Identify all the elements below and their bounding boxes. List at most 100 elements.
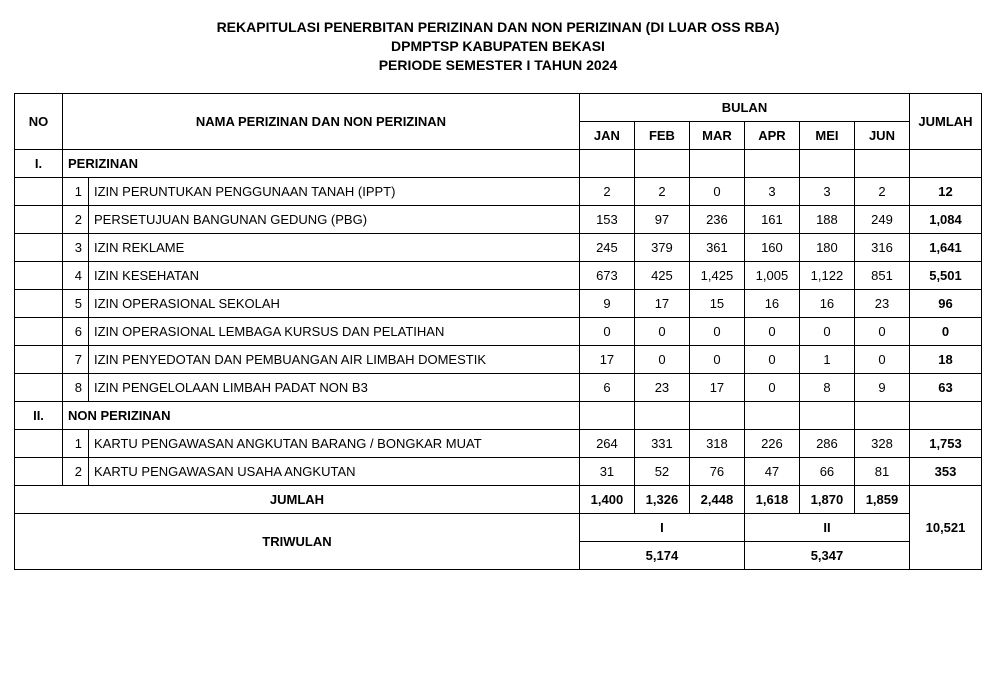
table-row: 6IZIN OPERASIONAL LEMBAGA KURSUS DAN PEL… (15, 317, 982, 345)
cell-value: 17 (689, 373, 744, 401)
cell-value: 0 (689, 317, 744, 345)
cell-value: 23 (634, 373, 689, 401)
cell-value: 851 (854, 261, 909, 289)
report-title: REKAPITULASI PENERBITAN PERIZINAN DAN NO… (14, 18, 982, 75)
cell-value: 47 (744, 457, 799, 485)
row-name: IZIN PENGELOLAAN LIMBAH PADAT NON B3 (89, 373, 580, 401)
cell-value: 1,005 (744, 261, 799, 289)
row-index: 8 (63, 373, 89, 401)
cell-value: 0 (744, 345, 799, 373)
cell-empty (799, 401, 854, 429)
cell-value: 76 (689, 457, 744, 485)
cell-value: 81 (854, 457, 909, 485)
cell-blank (15, 373, 63, 401)
triwulan-q1-value: 5,174 (579, 541, 744, 569)
th-name: NAMA PERIZINAN DAN NON PERIZINAN (63, 93, 580, 149)
cell-value: 9 (854, 373, 909, 401)
table-row: 1IZIN PERUNTUKAN PENGGUNAAN TANAH (IPPT)… (15, 177, 982, 205)
section-no: II. (15, 401, 63, 429)
cell-empty (579, 149, 634, 177)
cell-value: 0 (854, 345, 909, 373)
cell-value: 0 (689, 177, 744, 205)
table-row: 4IZIN KESEHATAN6734251,4251,0051,1228515… (15, 261, 982, 289)
row-total: 12 (910, 177, 982, 205)
cell-value: 15 (689, 289, 744, 317)
cell-value: 236 (689, 205, 744, 233)
cell-blank (15, 205, 63, 233)
th-no: NO (15, 93, 63, 149)
cell-empty (799, 149, 854, 177)
cell-empty (910, 401, 982, 429)
section-label: NON PERIZINAN (63, 401, 580, 429)
cell-value: 153 (579, 205, 634, 233)
table-row: 8IZIN PENGELOLAAN LIMBAH PADAT NON B3623… (15, 373, 982, 401)
th-bulan: BULAN (579, 93, 909, 121)
cell-empty (910, 149, 982, 177)
cell-value: 6 (579, 373, 634, 401)
cell-blank (15, 429, 63, 457)
sum-month: 1,870 (799, 485, 854, 513)
triwulan-q2-label: II (744, 513, 909, 541)
cell-value: 379 (634, 233, 689, 261)
cell-blank (15, 289, 63, 317)
cell-value: 0 (744, 317, 799, 345)
row-name: KARTU PENGAWASAN USAHA ANGKUTAN (89, 457, 580, 485)
row-total: 18 (910, 345, 982, 373)
cell-value: 161 (744, 205, 799, 233)
triwulan-q1-label: I (579, 513, 744, 541)
cell-value: 0 (634, 345, 689, 373)
cell-value: 188 (799, 205, 854, 233)
cell-value: 245 (579, 233, 634, 261)
table-row: 1KARTU PENGAWASAN ANGKUTAN BARANG / BONG… (15, 429, 982, 457)
sum-month: 1,326 (634, 485, 689, 513)
row-total: 0 (910, 317, 982, 345)
row-name: IZIN OPERASIONAL LEMBAGA KURSUS DAN PELA… (89, 317, 580, 345)
cell-value: 2 (579, 177, 634, 205)
row-index: 1 (63, 429, 89, 457)
cell-value: 52 (634, 457, 689, 485)
section-label: PERIZINAN (63, 149, 580, 177)
row-index: 7 (63, 345, 89, 373)
cell-empty (689, 149, 744, 177)
cell-value: 226 (744, 429, 799, 457)
cell-value: 328 (854, 429, 909, 457)
cell-value: 97 (634, 205, 689, 233)
cell-empty (579, 401, 634, 429)
cell-blank (15, 317, 63, 345)
table-row: 7IZIN PENYEDOTAN DAN PEMBUANGAN AIR LIMB… (15, 345, 982, 373)
cell-value: 1 (799, 345, 854, 373)
cell-value: 0 (799, 317, 854, 345)
cell-value: 31 (579, 457, 634, 485)
cell-value: 673 (579, 261, 634, 289)
cell-blank (15, 345, 63, 373)
th-feb: FEB (634, 121, 689, 149)
row-name: PERSETUJUAN BANGUNAN GEDUNG (PBG) (89, 205, 580, 233)
cell-value: 1,122 (799, 261, 854, 289)
cell-value: 180 (799, 233, 854, 261)
row-name: IZIN PENYEDOTAN DAN PEMBUANGAN AIR LIMBA… (89, 345, 580, 373)
row-name: IZIN REKLAME (89, 233, 580, 261)
cell-value: 425 (634, 261, 689, 289)
th-mei: MEI (799, 121, 854, 149)
sum-label: JUMLAH (15, 485, 580, 513)
cell-value: 249 (854, 205, 909, 233)
th-apr: APR (744, 121, 799, 149)
row-index: 2 (63, 457, 89, 485)
cell-empty (854, 401, 909, 429)
sum-month: 1,618 (744, 485, 799, 513)
cell-empty (854, 149, 909, 177)
table-row: 2KARTU PENGAWASAN USAHA ANGKUTAN31527647… (15, 457, 982, 485)
row-total: 5,501 (910, 261, 982, 289)
title-line2: DPMPTSP KABUPATEN BEKASI (14, 37, 982, 56)
cell-value: 331 (634, 429, 689, 457)
cell-value: 316 (854, 233, 909, 261)
cell-empty (689, 401, 744, 429)
cell-value: 16 (744, 289, 799, 317)
cell-value: 0 (634, 317, 689, 345)
row-total: 63 (910, 373, 982, 401)
cell-value: 264 (579, 429, 634, 457)
cell-value: 0 (854, 317, 909, 345)
th-mar: MAR (689, 121, 744, 149)
section-no: I. (15, 149, 63, 177)
cell-empty (634, 401, 689, 429)
